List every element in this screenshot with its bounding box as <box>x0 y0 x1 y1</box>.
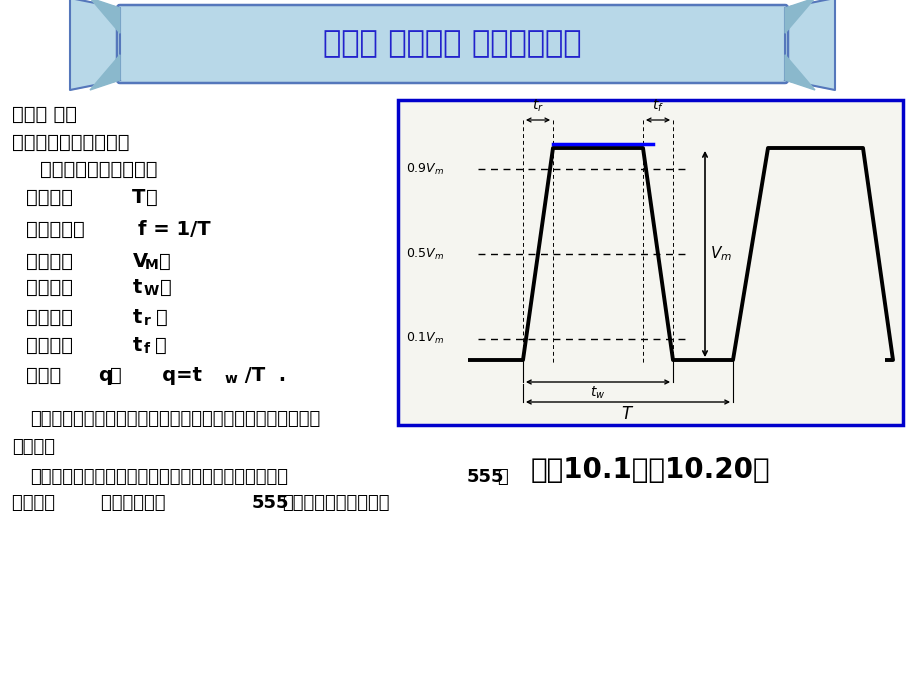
Text: ；: ； <box>146 188 157 207</box>
Text: $T$: $T$ <box>620 405 634 423</box>
Text: 脉冲幅度: 脉冲幅度 <box>26 252 73 271</box>
Text: 555: 555 <box>467 468 504 486</box>
Text: M: M <box>145 258 159 272</box>
Text: 第一节 概述: 第一节 概述 <box>12 105 77 124</box>
Text: t: t <box>133 336 142 355</box>
Text: w: w <box>225 372 238 386</box>
Polygon shape <box>784 0 814 33</box>
Text: ；: ； <box>160 278 172 297</box>
Text: 脉冲宽度: 脉冲宽度 <box>26 278 73 297</box>
Text: 上升时间: 上升时间 <box>26 308 73 327</box>
Text: 每种电路都有三种构成方式：集成；用门电路构成；用: 每种电路都有三种构成方式：集成；用门电路构成；用 <box>30 468 288 486</box>
Polygon shape <box>90 55 119 90</box>
Text: 电路构成的脉冲电路。: 电路构成的脉冲电路。 <box>282 494 389 512</box>
Text: V: V <box>133 252 148 271</box>
Text: ：      q=t: ： q=t <box>110 366 202 385</box>
Text: f: f <box>144 342 150 356</box>
Text: 占空比: 占空比 <box>26 366 62 385</box>
Text: $t_w$: $t_w$ <box>590 385 605 402</box>
Text: $V_m$: $V_m$ <box>709 245 732 264</box>
Text: r: r <box>144 314 151 328</box>
FancyBboxPatch shape <box>117 5 788 83</box>
Text: 电: 电 <box>496 468 507 486</box>
Text: $t_f$: $t_f$ <box>652 97 664 114</box>
Polygon shape <box>70 0 119 90</box>
Text: t: t <box>133 278 142 297</box>
Text: ；: ； <box>154 336 166 355</box>
Text: 路构成。        本章只介绍用: 路构成。 本章只介绍用 <box>12 494 165 512</box>
Text: 振荡器。: 振荡器。 <box>12 438 55 456</box>
Text: T: T <box>131 188 145 207</box>
Text: W: W <box>144 284 159 298</box>
Text: 脉冲频率：: 脉冲频率： <box>26 220 97 239</box>
Text: 555: 555 <box>252 494 289 512</box>
Text: 【题10.1】【10.20】: 【题10.1】【10.20】 <box>530 456 769 484</box>
Text: 本章讨论三种脉冲电路：施密特触发器；单稳态触发器；多谐: 本章讨论三种脉冲电路：施密特触发器；单稳态触发器；多谐 <box>30 410 320 428</box>
Text: ；: ； <box>159 252 171 271</box>
Bar <box>398 100 902 425</box>
Text: 脉冲周期: 脉冲周期 <box>26 188 73 207</box>
Text: q: q <box>98 366 112 385</box>
Text: t: t <box>133 308 142 327</box>
Text: $0.5V_m$: $0.5V_m$ <box>405 246 444 262</box>
Text: $0.9V_m$: $0.9V_m$ <box>405 161 444 177</box>
Text: ；: ； <box>156 308 167 327</box>
Polygon shape <box>90 0 119 33</box>
Text: 矩形脉冲的主要参数：: 矩形脉冲的主要参数： <box>40 160 157 179</box>
Text: /T  .: /T . <box>238 366 286 385</box>
Text: 下降时间: 下降时间 <box>26 336 73 355</box>
Polygon shape <box>784 0 834 90</box>
Text: 第十章 脉冲波形 的产生和整形: 第十章 脉冲波形 的产生和整形 <box>323 30 581 59</box>
Polygon shape <box>784 55 814 90</box>
Text: f = 1/T: f = 1/T <box>138 220 210 239</box>
Text: $0.1V_m$: $0.1V_m$ <box>405 331 444 346</box>
Text: 本章只讨论矩形脉冲。: 本章只讨论矩形脉冲。 <box>12 133 130 152</box>
Text: $t_r$: $t_r$ <box>531 97 543 114</box>
